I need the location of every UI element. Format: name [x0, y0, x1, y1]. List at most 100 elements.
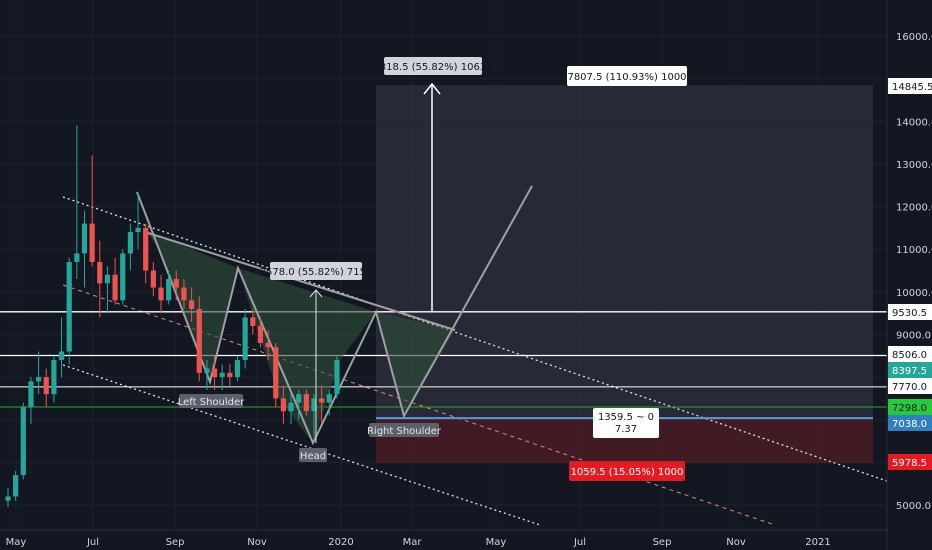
- annotation-boxes: 3578.0 (55.82%) 7156 5318.5 (55.82%) 106…: [260, 57, 687, 481]
- candle-body: [120, 253, 126, 301]
- level-7770-tag: [888, 378, 932, 394]
- price-tick-label: 12000.0: [896, 203, 932, 214]
- candle-body: [334, 360, 340, 395]
- time-tick-label: Jul: [86, 537, 99, 548]
- pattern-zigzag[interactable]: [136, 185, 533, 446]
- candle-body: [97, 261, 103, 284]
- candle-body: [89, 223, 95, 262]
- profit-zone: [376, 85, 873, 419]
- green-price-text: 7298.0: [892, 403, 927, 414]
- channel-upper-line[interactable]: [62, 196, 888, 482]
- candlesticks: [5, 125, 340, 508]
- candle-body: [257, 325, 264, 343]
- resistance-price-text: 9530.5: [892, 308, 927, 319]
- candle-body: [288, 402, 294, 412]
- current-price-text: 8397.5: [892, 366, 927, 377]
- left-shoulder-label-bg: [179, 394, 243, 408]
- target-arrow-head: [423, 82, 441, 95]
- loss-box: [569, 461, 685, 481]
- price-tags: 14845.5 9530.5 8506.0 8397.5 7770.0 7298…: [888, 78, 932, 470]
- candle-body: [181, 287, 187, 301]
- head-and-shoulders-pattern[interactable]: [136, 185, 533, 446]
- time-tick-label: May: [6, 537, 27, 548]
- target-measure-text: 5318.5 (55.82%) 10637: [373, 62, 492, 73]
- candle-body: [112, 274, 118, 301]
- time-axis[interactable]: May Jul Sep Nov 2020 Mar May Jul Sep Nov 2021: [0, 529, 887, 548]
- level-8506-text: 8506.0: [892, 350, 927, 361]
- time-tick-label: 2021: [805, 537, 830, 548]
- risk-reward-line1: 1359.5 ~ 0: [598, 412, 654, 423]
- candle-body: [166, 279, 172, 301]
- candle-body: [250, 317, 256, 326]
- descending-channel[interactable]: [62, 196, 888, 526]
- candle-body: [150, 270, 156, 288]
- price-axis[interactable]: 5000.0 9000.0 10000.0 11000.0 12000.0 13000.0…: [886, 0, 932, 550]
- candle-body: [104, 274, 111, 284]
- price-tick-label: 10000.0: [896, 288, 932, 299]
- candle-body: [296, 394, 302, 403]
- loss-box-text: 1059.5 (15.05%) 1000: [571, 467, 684, 478]
- price-tick-label: 16000.0: [896, 32, 932, 43]
- candle-body: [219, 372, 225, 378]
- candle-body: [204, 368, 210, 373]
- time-tick-label: Jul: [573, 537, 586, 548]
- neckline[interactable]: [144, 231, 456, 331]
- profit-box: [567, 66, 687, 86]
- right-shoulder-fill: [376, 312, 455, 416]
- candle-body: [81, 223, 88, 254]
- neckline-measure-box: [270, 262, 362, 280]
- candle-body: [242, 317, 248, 361]
- price-tick-label: 11000.0: [896, 245, 932, 256]
- candle-body: [265, 342, 271, 348]
- candle-body: [326, 394, 332, 403]
- time-tick-label: Mar: [403, 537, 423, 548]
- candle-body: [74, 253, 80, 262]
- target-measure-box: [384, 57, 482, 75]
- price-tick-label: 14000.0: [896, 117, 932, 128]
- head-fill: [238, 268, 376, 443]
- candle-body: [66, 261, 72, 352]
- time-tick-label: Sep: [653, 537, 672, 548]
- candle-body: [173, 279, 179, 288]
- green-price-tag: [888, 399, 932, 415]
- target-price-tag: [888, 78, 932, 94]
- candle-body: [127, 232, 133, 254]
- profit-box-text: 7807.5 (110.93%) 1000: [567, 72, 686, 83]
- candle-body: [135, 227, 141, 233]
- head-label-bg: [299, 448, 327, 462]
- candle-body: [311, 398, 317, 412]
- candle-body: [234, 360, 241, 378]
- risk-reward-box: [593, 408, 659, 438]
- candle-body: [13, 475, 19, 497]
- candle-body: [303, 394, 309, 412]
- candle-body: [196, 308, 202, 373]
- candle-body: [227, 372, 233, 378]
- time-tick-label: Nov: [726, 537, 746, 548]
- neckline-measure-text: 3578.0 (55.82%) 7156: [260, 267, 373, 278]
- price-tick-label: 13000.0: [896, 160, 932, 171]
- channel-lower-line[interactable]: [62, 364, 541, 526]
- candle-body: [211, 368, 218, 378]
- channel-mid-line[interactable]: [62, 284, 776, 526]
- stop-price-text: 5978.5: [892, 458, 927, 469]
- candle-body: [280, 398, 286, 412]
- candle-body: [28, 381, 34, 407]
- candle-body: [273, 347, 279, 399]
- entry-price-tag: [888, 415, 932, 431]
- measurement-arrows[interactable]: [309, 82, 441, 443]
- right-shoulder-label-bg: [369, 423, 439, 437]
- pattern-labels: Left Shoulder Head Right Shoulder: [178, 394, 442, 462]
- price-tick-label: 5000.0: [896, 501, 931, 512]
- candle-body: [36, 377, 42, 382]
- candle-body: [58, 351, 65, 361]
- candle-body: [158, 287, 164, 301]
- time-tick-label: 2020: [328, 537, 353, 548]
- price-levels[interactable]: [0, 311, 887, 420]
- left-shoulder-label: Left Shoulder: [178, 397, 245, 408]
- candle-body: [319, 398, 325, 403]
- head-label: Head: [300, 451, 326, 462]
- right-shoulder-label: Right Shoulder: [367, 426, 442, 437]
- candle-body: [43, 377, 49, 395]
- time-tick-label: May: [486, 537, 507, 548]
